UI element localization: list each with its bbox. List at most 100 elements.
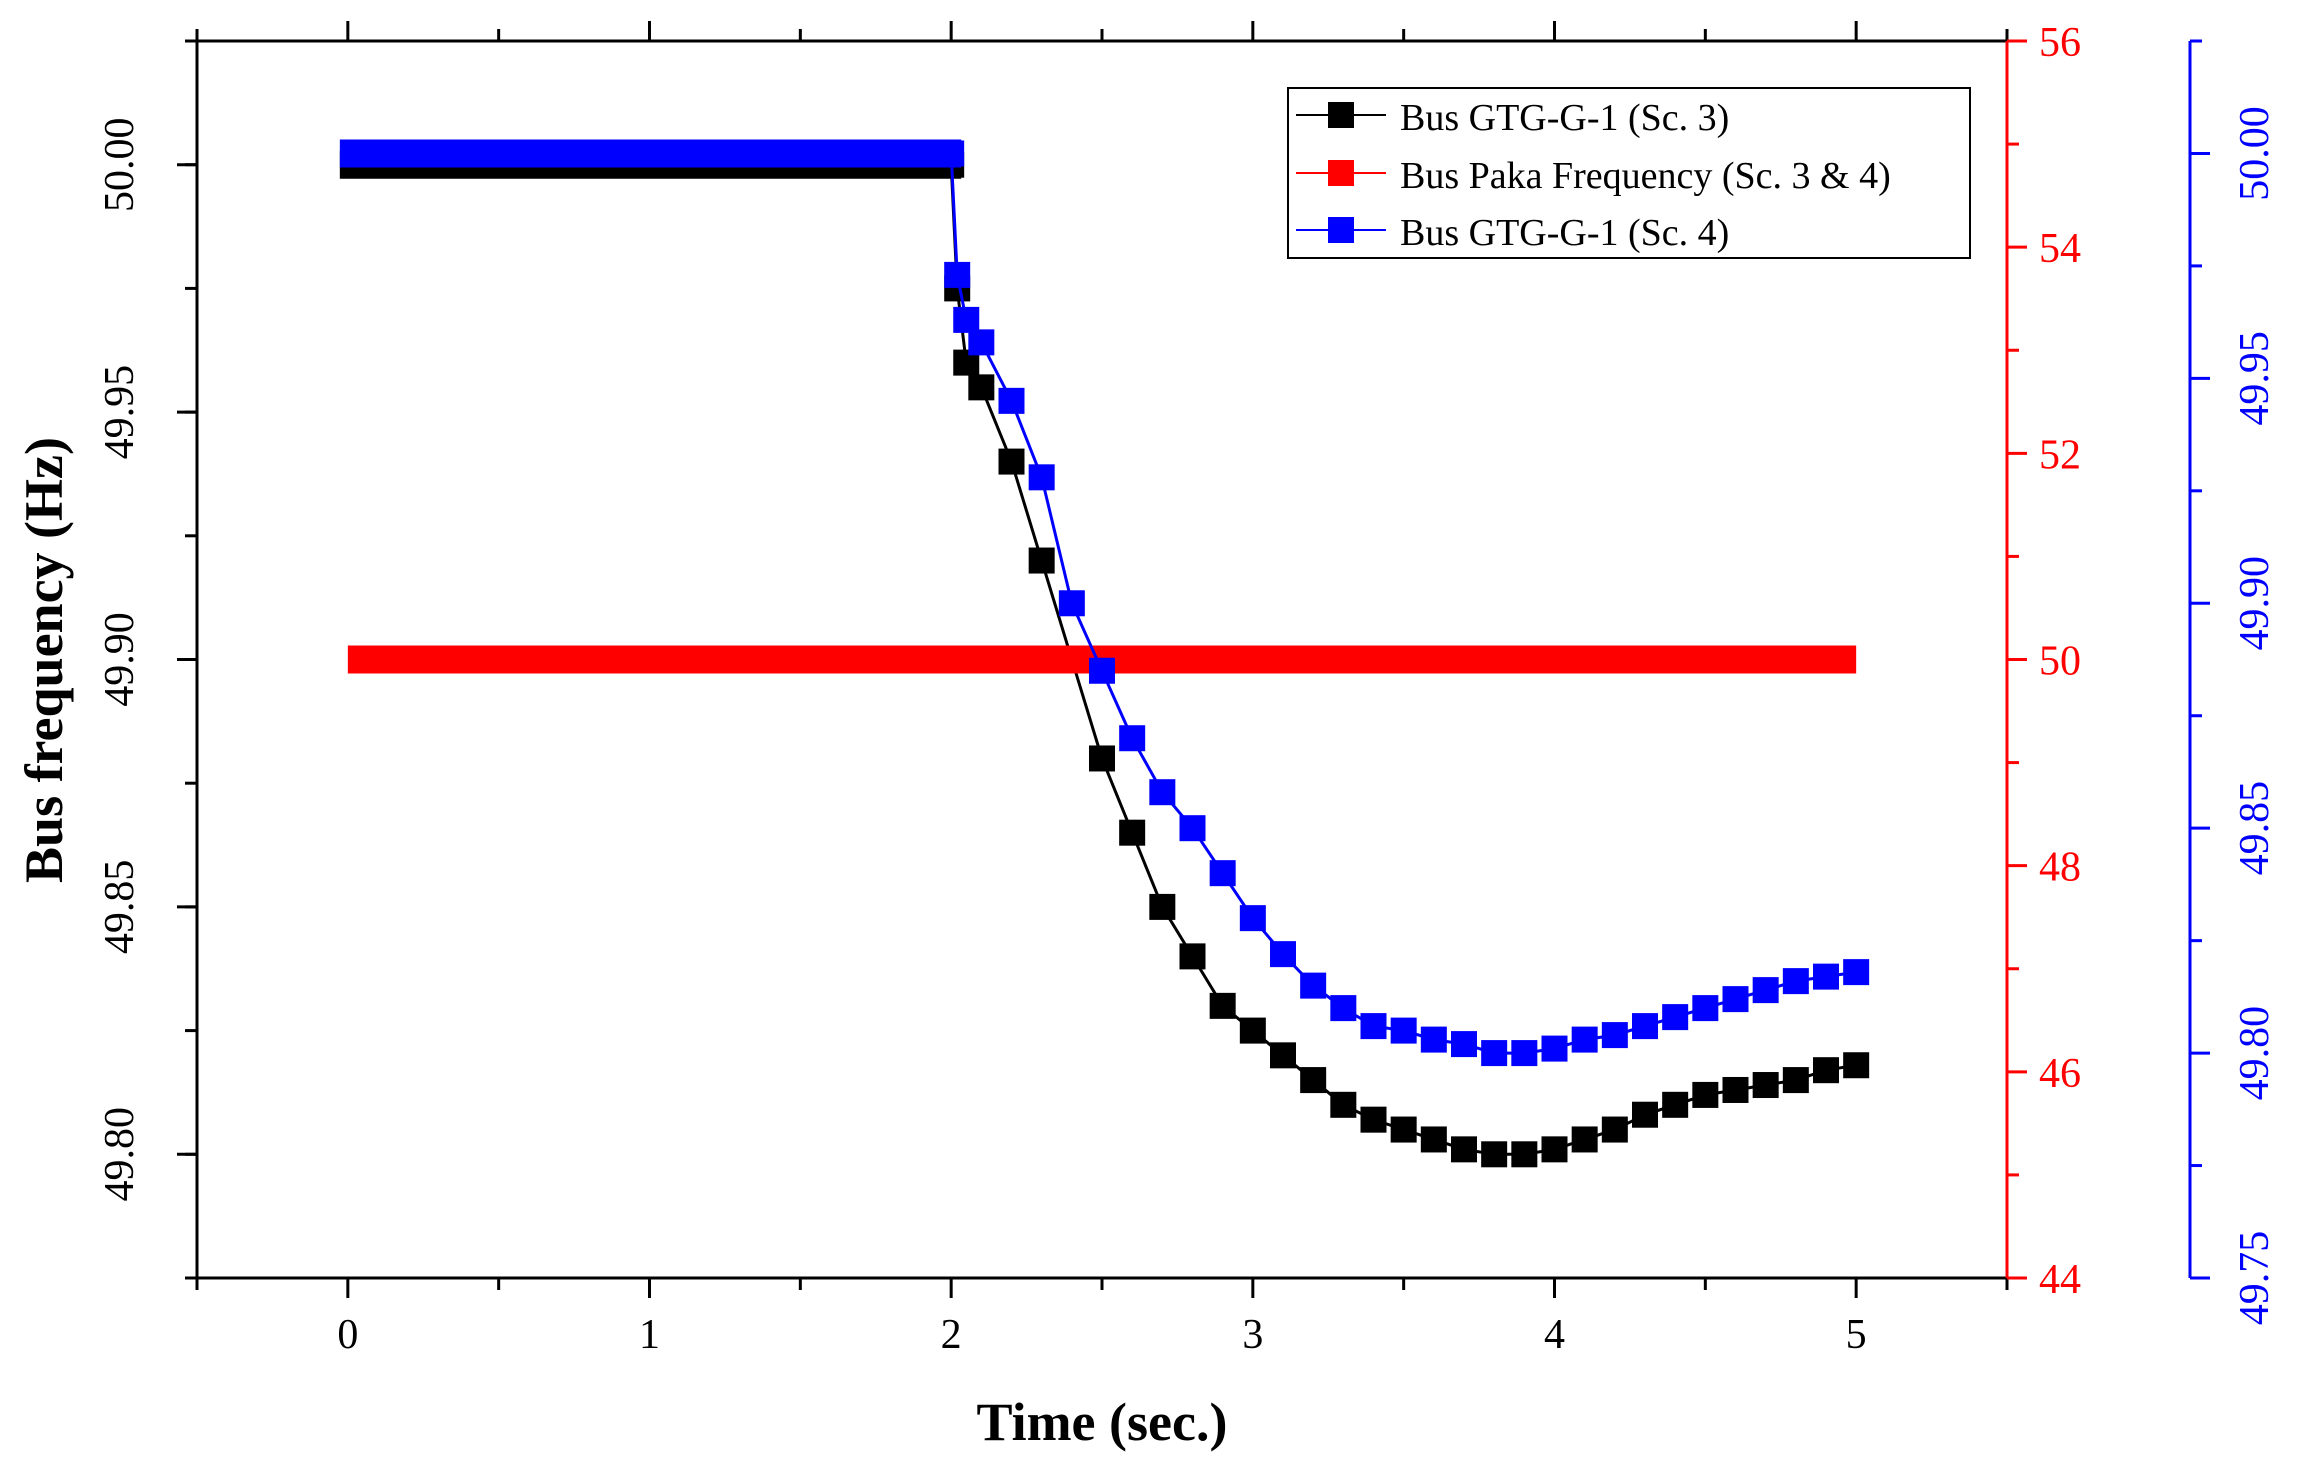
left-tick-label: 49.80 [97,1107,143,1202]
legend-label-sc4: Bus GTG-G-1 (Sc. 4) [1400,212,1729,254]
series-sc3-marker [1300,1067,1327,1094]
series-sc3-marker [1752,1072,1779,1099]
left-tick-label: 49.90 [97,612,143,707]
series-sc4-marker [1752,977,1779,1004]
series-sc4-line [347,151,1857,1055]
series-sc4-marker [1119,725,1146,752]
series-sc3-marker [1722,1076,1749,1103]
x-tick-label: 5 [1846,1312,1867,1358]
x-tick-label: 0 [337,1312,358,1358]
series-sc4-marker [1058,590,1085,617]
series-sc3-marker [1420,1126,1447,1153]
series-sc4-marker [1813,963,1839,990]
legend-label-sc3: Bus GTG-G-1 (Sc. 3) [1400,97,1729,139]
red-tick-label: 56 [2039,20,2081,66]
series-sc4-marker [1451,1031,1477,1058]
series-sc3-marker [1571,1126,1598,1153]
legend: Bus GTG-G-1 (Sc. 3) Bus Paka Frequency (… [1287,87,1971,259]
series-sc4-marker [1390,1017,1417,1044]
series-sc3-marker [1119,819,1146,846]
blue-tick-label: 49.90 [2232,556,2278,651]
series-sc4-marker [1360,1013,1387,1040]
series-sc4-marker [1300,972,1327,999]
legend-box [1287,87,1971,259]
series-sc4-marker [1843,959,1870,986]
series-sc4-marker [1782,968,1809,995]
legend-marker-paka [1328,160,1354,186]
series-sc3-marker [1813,1057,1839,1084]
series-sc3-marker [1632,1101,1658,1128]
series-sc3-marker [1662,1091,1689,1118]
series-sc4-marker [1028,464,1055,491]
series-sc4-marker [1330,995,1357,1022]
x-axis-label: Time (sec.) [977,1392,1228,1452]
series-sc3-marker [1692,1081,1719,1108]
series-sc4-marker [1662,1004,1689,1031]
series-sc3-marker [1028,547,1055,574]
series-sc3-marker [1451,1136,1477,1163]
red-tick-label: 54 [2039,226,2081,272]
series-sc3-marker [1843,1052,1870,1079]
series-sc4-marker [1209,860,1236,887]
series-sc4-marker [1239,905,1266,932]
blue-tick-label: 49.85 [2232,781,2278,876]
series-sc3-marker [1601,1116,1628,1143]
series-sc4-marker [1722,986,1749,1013]
blue-tick-label: 50.00 [2232,106,2278,201]
series-sc4-marker [1089,657,1115,684]
series-sc3-marker [998,448,1025,475]
series-sc4-marker [998,387,1025,414]
series-sc3-marker [1270,1042,1296,1069]
x-tick-label: 3 [1242,1312,1263,1358]
left-tick-label: 49.85 [97,860,143,955]
series-sc4-marker [1571,1026,1598,1053]
red-tick-label: 50 [2039,639,2081,685]
series-sc3-marker [1330,1091,1357,1118]
left-tick-label: 50.00 [97,117,143,212]
series-sc4-marker [1420,1026,1447,1053]
red-tick-label: 46 [2039,1051,2081,1097]
series-sc4-marker [938,140,965,167]
series-sc4-marker [1692,995,1719,1022]
x-tick-label: 4 [1544,1312,1565,1358]
series-sc3-marker [1209,992,1236,1019]
series-sc3-marker [1239,1017,1266,1044]
legend-marker-sc3 [1328,102,1354,128]
series-sc4-marker [1179,815,1206,842]
series-sc3-marker [1179,943,1206,970]
series-sc4-marker [1270,941,1296,968]
ticks-layer: 0 1 2 3 4 5 49.80 49.85 49.90 49.95 50.00 44 46 48 50 5… [97,20,2278,1358]
series-layer [339,139,1870,1168]
red-tick-label: 52 [2039,432,2081,478]
series-sc4-marker [944,261,971,288]
x-tick-label: 2 [941,1312,962,1358]
series-sc3-marker [968,374,995,401]
series-sc4-marker [968,329,995,356]
series-sc3-marker [1481,1141,1508,1168]
series-sc4-marker [1541,1035,1568,1062]
blue-tick-label: 49.75 [2232,1231,2278,1326]
series-sc4-marker [1481,1040,1508,1067]
series-sc3-marker [1149,893,1176,920]
y-axis-label: Bus frequency (Hz) [14,437,74,883]
red-tick-label: 44 [2039,1257,2081,1303]
series-sc4-marker [953,306,980,333]
series-sc4-marker [1511,1040,1538,1067]
series-sc4-marker [1632,1013,1658,1040]
series-sc3-marker [1390,1116,1417,1143]
red-tick-label: 48 [2039,845,2081,891]
series-sc3-marker [1089,745,1115,772]
blue-tick-label: 49.95 [2232,331,2278,426]
left-tick-label: 49.95 [97,365,143,460]
series-sc3-marker [1360,1106,1387,1133]
series-sc4-marker [1601,1022,1628,1049]
series-sc3-marker [1782,1067,1809,1094]
legend-marker-sc4 [1328,217,1354,243]
series-sc4-marker [1149,779,1176,806]
series-sc3-marker [1511,1141,1538,1168]
x-tick-label: 1 [639,1312,660,1358]
legend-label-paka: Bus Paka Frequency (Sc. 3 & 4) [1400,155,1891,197]
series-sc3-marker [1541,1136,1568,1163]
blue-tick-label: 49.80 [2232,1006,2278,1101]
